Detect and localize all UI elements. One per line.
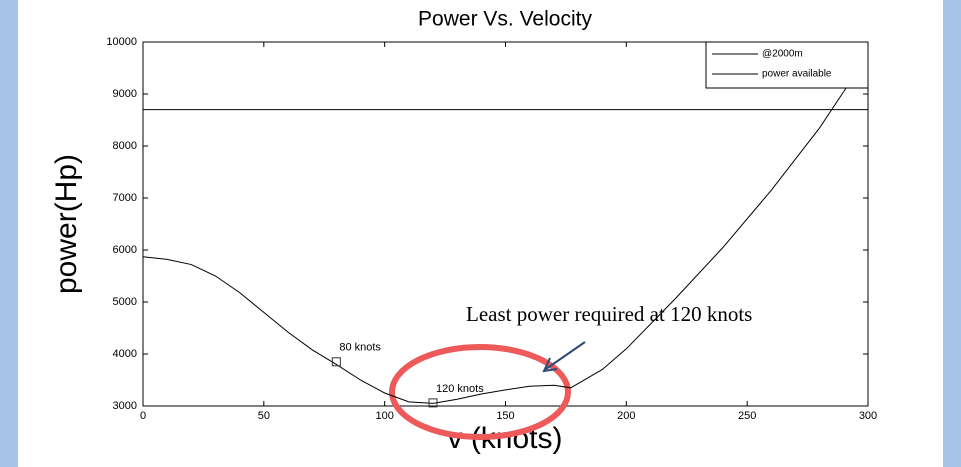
annotation-arrow (545, 341, 586, 370)
arrow-head (542, 357, 558, 373)
y-tick-label: 8000 (113, 140, 137, 152)
y-tick-label: 3000 (113, 400, 137, 412)
x-tick-label: 300 (859, 410, 877, 422)
legend-box (705, 41, 869, 89)
x-tick-label: 0 (140, 410, 146, 422)
x-tick-label: 200 (617, 410, 635, 422)
x-tick-label: 150 (496, 410, 514, 422)
y-tick-label: 10000 (106, 36, 137, 48)
y-tick-label: 5000 (113, 296, 137, 308)
y-axis-label: power(Hp) (50, 154, 83, 294)
annotation: Least power required at 120 knots (466, 302, 752, 326)
y-tick-label: 6000 (113, 244, 137, 256)
data-marker (428, 398, 438, 408)
chart-title: Power Vs. Velocity (418, 8, 592, 31)
series-line (142, 72, 857, 404)
x-tick-label: 100 (375, 410, 393, 422)
data-marker (331, 357, 341, 367)
legend-label: @2000m (762, 49, 803, 60)
marker-label: 80 knots (339, 342, 381, 354)
highlight-ellipse (389, 344, 571, 440)
y-tick-label: 4000 (113, 348, 137, 360)
legend-label: power available (762, 69, 832, 80)
y-tick-label: 9000 (113, 88, 137, 100)
x-tick-label: 50 (258, 410, 270, 422)
y-tick-label: 7000 (113, 192, 137, 204)
marker-label: 120 knots (436, 383, 484, 395)
x-tick-label: 250 (738, 410, 756, 422)
